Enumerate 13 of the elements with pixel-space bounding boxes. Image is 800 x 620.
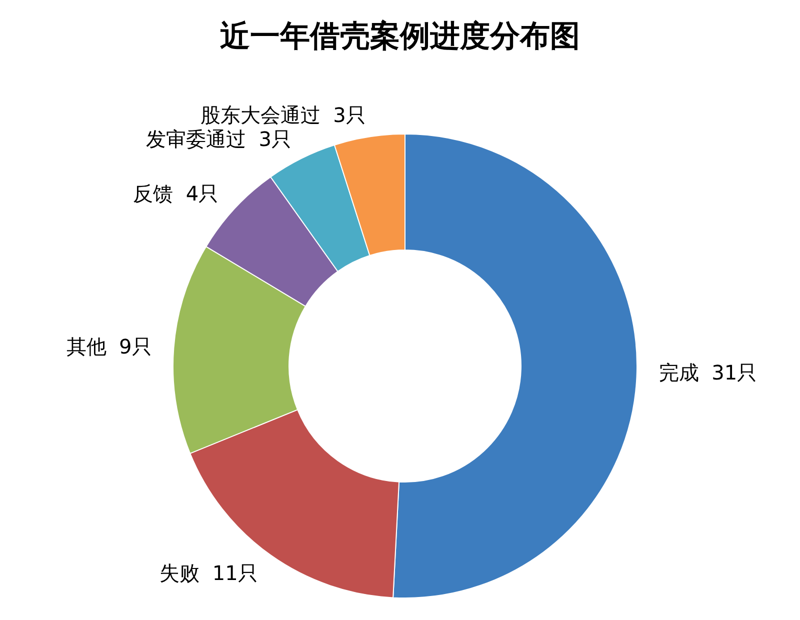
data-label: 3只 [258,126,292,151]
data-label: 31只 [712,360,758,385]
chart-title: 近一年借壳案例进度分布图 [220,19,580,54]
data-label: 9只 [119,334,152,358]
slice-label: 其他 [66,334,106,358]
slice-label: 失败 [160,561,200,586]
data-label: 11只 [212,561,258,586]
slice-label: 反馈 [133,181,174,206]
data-label: 4只 [186,181,219,206]
slice-label: 发审委通过 [146,126,246,151]
slice-label: 完成 [658,360,699,385]
slice-label: 股东大会通过 [200,103,320,128]
data-label: 3只 [333,103,366,128]
